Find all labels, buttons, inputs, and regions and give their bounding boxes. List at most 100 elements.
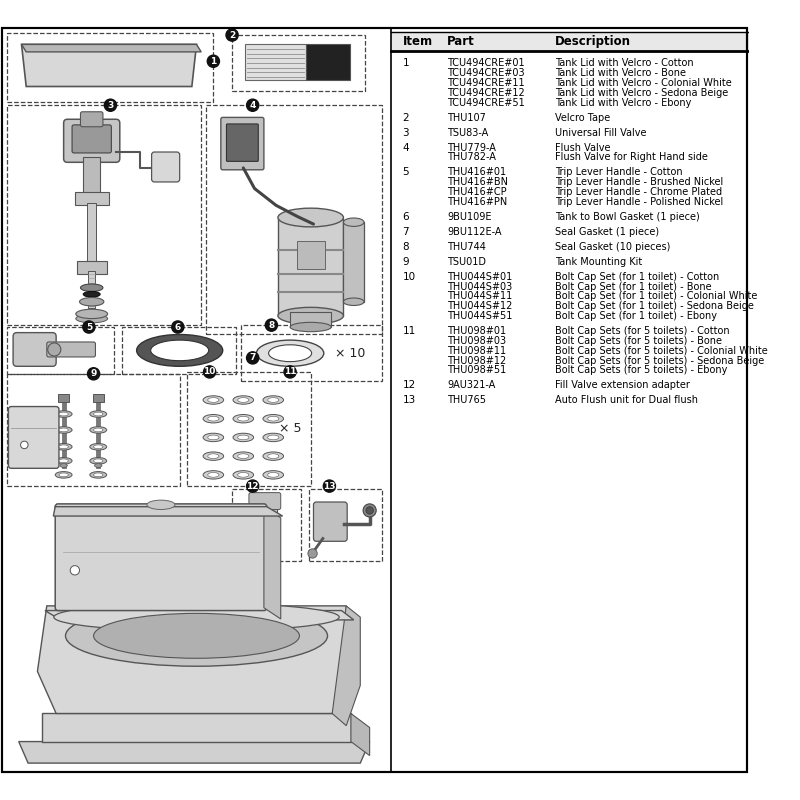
Ellipse shape xyxy=(94,473,103,477)
Text: 10: 10 xyxy=(203,367,216,377)
Text: THU416#CP: THU416#CP xyxy=(447,187,507,197)
Text: 10: 10 xyxy=(402,272,415,282)
Text: Part: Part xyxy=(447,35,475,48)
Text: Trip Lever Handle - Polished Nickel: Trip Lever Handle - Polished Nickel xyxy=(555,197,723,207)
Bar xyxy=(75,192,109,206)
Text: THU098#01: THU098#01 xyxy=(447,326,506,336)
Bar xyxy=(259,538,270,555)
Ellipse shape xyxy=(233,396,254,404)
Text: TCU494CRE#03: TCU494CRE#03 xyxy=(447,68,525,78)
Text: 12: 12 xyxy=(402,380,416,390)
Text: Flush Valve: Flush Valve xyxy=(555,142,610,153)
Ellipse shape xyxy=(233,414,254,423)
Text: Bolt Cap Sets (for 5 toilets) - Cotton: Bolt Cap Sets (for 5 toilets) - Cotton xyxy=(555,326,730,336)
Text: 1: 1 xyxy=(402,58,409,69)
Ellipse shape xyxy=(150,340,209,361)
Text: Trip Lever Handle - Brushed Nickel: Trip Lever Handle - Brushed Nickel xyxy=(555,178,723,187)
Text: Bolt Cap Set (for 1 toilet) - Cotton: Bolt Cap Set (for 1 toilet) - Cotton xyxy=(555,272,719,282)
Circle shape xyxy=(226,29,238,41)
Ellipse shape xyxy=(208,435,219,440)
Circle shape xyxy=(363,504,376,517)
Ellipse shape xyxy=(263,452,283,460)
Ellipse shape xyxy=(208,416,219,421)
Polygon shape xyxy=(22,44,197,86)
Text: Bolt Cap Set (for 1 toilet) - Sedona Beige: Bolt Cap Set (for 1 toilet) - Sedona Bei… xyxy=(555,302,754,311)
Polygon shape xyxy=(54,506,282,516)
Ellipse shape xyxy=(343,298,364,306)
Circle shape xyxy=(104,99,117,111)
Text: Tank Mounting Kit: Tank Mounting Kit xyxy=(555,257,642,267)
Ellipse shape xyxy=(76,310,108,318)
Text: 12: 12 xyxy=(246,482,259,490)
Text: THU098#03: THU098#03 xyxy=(447,336,506,346)
Text: 8: 8 xyxy=(402,242,409,252)
Text: Bolt Cap Sets (for 5 toilets) - Sedona Beige: Bolt Cap Sets (for 5 toilets) - Sedona B… xyxy=(555,355,764,366)
Circle shape xyxy=(284,366,296,378)
Circle shape xyxy=(21,441,28,449)
Text: Seal Gasket (10 pieces): Seal Gasket (10 pieces) xyxy=(555,242,670,252)
Polygon shape xyxy=(351,714,370,756)
Text: TCU494CRE#01: TCU494CRE#01 xyxy=(447,58,525,69)
Ellipse shape xyxy=(203,396,224,404)
Text: 2: 2 xyxy=(229,30,235,39)
FancyBboxPatch shape xyxy=(314,502,347,542)
Bar xyxy=(391,32,749,51)
Polygon shape xyxy=(264,506,281,619)
Bar xyxy=(7,106,201,325)
Text: Tank Lid with Velcro - Ebony: Tank Lid with Velcro - Ebony xyxy=(555,98,691,108)
FancyBboxPatch shape xyxy=(81,112,103,126)
Ellipse shape xyxy=(257,340,324,366)
Ellipse shape xyxy=(94,445,103,449)
Ellipse shape xyxy=(278,307,343,324)
Bar xyxy=(187,372,310,486)
Ellipse shape xyxy=(94,459,103,462)
Text: TSU83-A: TSU83-A xyxy=(447,128,489,138)
Text: THU044S#03: THU044S#03 xyxy=(447,282,513,292)
Bar xyxy=(58,394,70,402)
Text: 9BU112E-A: 9BU112E-A xyxy=(447,227,502,237)
Ellipse shape xyxy=(203,414,224,423)
Ellipse shape xyxy=(54,603,339,631)
FancyBboxPatch shape xyxy=(13,333,56,366)
Text: THU098#12: THU098#12 xyxy=(447,355,506,366)
Circle shape xyxy=(266,319,278,331)
Text: 11: 11 xyxy=(402,326,416,336)
Text: 11: 11 xyxy=(284,367,296,377)
Ellipse shape xyxy=(268,454,279,458)
Ellipse shape xyxy=(59,459,68,462)
Text: × 5: × 5 xyxy=(279,422,302,434)
Ellipse shape xyxy=(269,345,312,362)
Text: Tank Lid with Velcro - Bone: Tank Lid with Velcro - Bone xyxy=(555,68,686,78)
Ellipse shape xyxy=(59,428,68,432)
Ellipse shape xyxy=(79,298,104,306)
Bar xyxy=(306,44,350,80)
Bar xyxy=(242,325,382,382)
Text: 6: 6 xyxy=(402,212,409,222)
Bar xyxy=(87,203,96,264)
Ellipse shape xyxy=(268,473,279,478)
Ellipse shape xyxy=(263,414,283,423)
Text: Seal Gasket (1 piece): Seal Gasket (1 piece) xyxy=(555,227,659,237)
Text: Bolt Cap Set (for 1 toilet) - Ebony: Bolt Cap Set (for 1 toilet) - Ebony xyxy=(555,311,717,321)
Text: THU044S#51: THU044S#51 xyxy=(447,311,513,321)
Text: Universal Fill Valve: Universal Fill Valve xyxy=(555,128,646,138)
Circle shape xyxy=(203,366,216,378)
Text: Trip Lever Handle - Cotton: Trip Lever Handle - Cotton xyxy=(555,167,682,178)
Ellipse shape xyxy=(94,464,102,467)
Text: 4: 4 xyxy=(250,101,256,110)
Ellipse shape xyxy=(66,606,327,666)
Text: 9BU109E: 9BU109E xyxy=(447,212,492,222)
Text: Item: Item xyxy=(402,35,433,48)
Text: TCU494CRE#51: TCU494CRE#51 xyxy=(447,98,525,108)
Ellipse shape xyxy=(59,412,68,416)
Bar xyxy=(232,489,302,561)
FancyBboxPatch shape xyxy=(46,342,95,357)
Text: 3: 3 xyxy=(402,128,409,138)
Text: 13: 13 xyxy=(323,482,336,490)
Polygon shape xyxy=(332,606,360,726)
Ellipse shape xyxy=(268,398,279,402)
Ellipse shape xyxy=(55,426,72,434)
Bar xyxy=(278,218,343,316)
Text: THU416#01: THU416#01 xyxy=(447,167,506,178)
Circle shape xyxy=(207,55,219,67)
